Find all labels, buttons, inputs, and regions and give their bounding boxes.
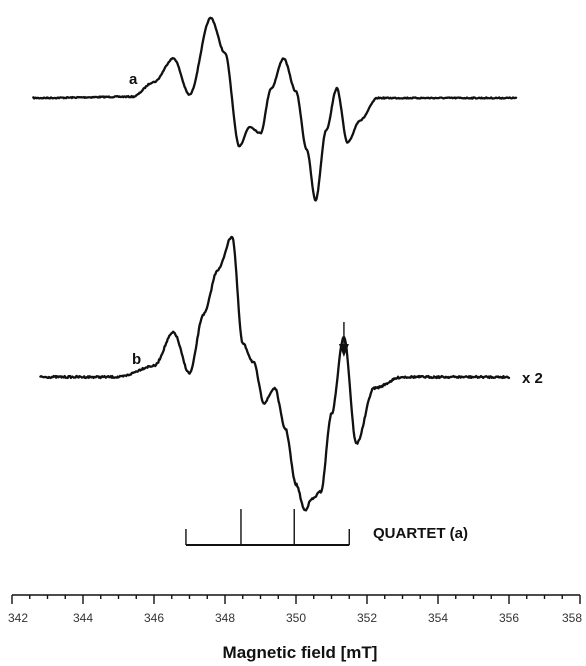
trace-label-a: a [129, 71, 138, 88]
spectrum-trace-a [32, 16, 518, 202]
quartet-label: QUARTET (a) [373, 525, 468, 542]
trace-b-scale-label: x 2 [522, 370, 543, 387]
down-arrow-icon [338, 322, 349, 357]
x-tick-label: 350 [286, 611, 306, 625]
x-tick-label: 352 [357, 611, 377, 625]
x-axis-ticks: 342 344 346 348 350 352 354 356 358 [8, 595, 582, 625]
spectrum-trace-b [39, 235, 511, 512]
x-tick-label: 342 [8, 611, 28, 625]
x-tick-label: 348 [215, 611, 235, 625]
x-tick-label: 358 [562, 611, 582, 625]
x-tick-label: 356 [499, 611, 519, 625]
x-axis-title: Magnetic field [mT] [223, 643, 378, 662]
x-tick-label: 346 [144, 611, 164, 625]
arrow-head [338, 344, 349, 357]
trace-label-b: b [132, 351, 141, 368]
x-tick-label: 344 [73, 611, 93, 625]
quartet-stick-diagram [185, 509, 350, 546]
x-tick-label: 354 [428, 611, 448, 625]
